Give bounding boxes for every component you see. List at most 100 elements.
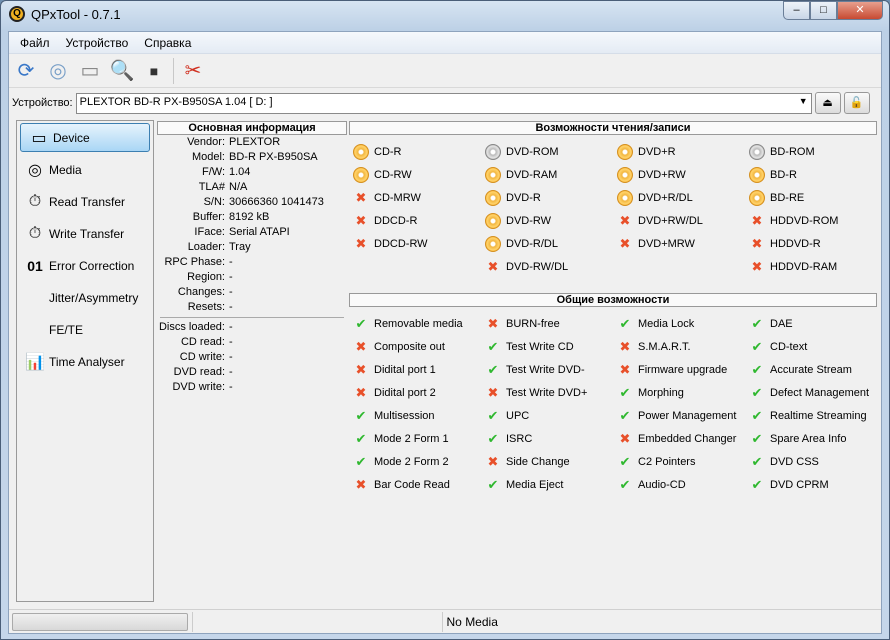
rw-column: BD-ROM BD-R BD-RE ✖ HDDVD-ROM ✖ HDDVD-R ✖ HDDVD-… [749,140,877,290]
general-column: ✔ DAE ✔ CD-text ✔ Accurate Stream ✔ Defect Mana… [749,312,877,496]
status-bar: No Media [9,609,881,633]
general-capability: ✔ DVD CSS [749,450,877,473]
info-key: Buffer: [192,211,225,223]
rw-capability: BD-RE [749,186,877,209]
check-icon: ✔ [751,384,763,400]
general-capability: ✔ Mode 2 Form 2 [353,450,485,473]
capability-label: HDDVD-ROM [770,214,839,227]
drive-icon: ▭ [31,129,47,147]
general-capability: ✔ Audio-CD [617,473,749,496]
sidebar-item-label: Time Analyser [49,355,125,369]
sidebar-item-write-transfer[interactable]: ⏱ Write Transfer [17,218,153,250]
sidebar-item-fe-te[interactable]: FE/TE [17,314,153,346]
capability-label: DAE [770,317,793,330]
info-value: PLEXTOR [229,136,281,148]
check-icon: ✔ [751,476,763,492]
rw-capability: BD-ROM [749,140,877,163]
close-button[interactable]: ✕ [837,1,883,20]
capability-label: Test Write CD [506,340,574,353]
sidebar-item-error-correction[interactable]: 01 Error Correction [17,250,153,282]
capability-label: Mode 2 Form 1 [374,432,449,445]
rw-capability: ✖ HDDVD-R [749,232,877,255]
unsupported-x-icon: ✖ [355,235,367,251]
info-value: Serial ATAPI [229,226,290,238]
lock-button[interactable]: 🔓 [843,92,870,114]
window-title: QPxTool - 0.7.1 [31,6,121,22]
capability-label: DVD-R/DL [506,237,558,250]
general-capability: ✔ Defect Management [749,381,877,404]
check-icon: ✔ [619,407,631,423]
info-value: - [229,381,233,393]
scan-disc-icon[interactable]: 🔍 [109,60,135,82]
menu-device[interactable]: Устройство [65,36,129,50]
sidebar-item-media[interactable]: ◎ Media [17,154,153,186]
sidebar-item-read-transfer[interactable]: ⏱ Read Transfer [17,186,153,218]
capability-label: Didital port 2 [374,386,436,399]
sidebar-item-device[interactable]: ▭ Device [20,123,150,152]
check-icon: ✔ [619,453,631,469]
read-write-disc-icon [617,143,633,160]
rw-capability: ✖ DDCD-R [353,209,485,232]
capability-label: Test Write DVD- [506,363,585,376]
capability-label: Removable media [374,317,463,330]
eject-button[interactable]: ⏏ [814,92,841,114]
minimize-button[interactable]: ‒ [783,1,810,20]
read-write-disc-icon [485,212,501,229]
general-capability: ✔ Mode 2 Form 1 [353,427,485,450]
info-row: CD read: - [157,335,347,350]
rw-capability: DVD+R [617,140,749,163]
unsupported-x-icon: ✖ [487,384,499,400]
general-capability: ✖ Didital port 2 [353,381,485,404]
menu-help[interactable]: Справка [144,36,192,50]
read-write-disc-icon [485,166,501,183]
general-capability: ✔ Removable media [353,312,485,335]
unsupported-x-icon: ✖ [487,453,499,469]
reload-disc-icon[interactable]: ◎ [49,60,67,82]
info-value: - [229,271,233,283]
capability-label: DVD-ROM [506,145,559,158]
stopwatch-fire-icon: ⏱ [28,225,42,242]
device-select[interactable]: PLEXTOR BD-R PX-B950SA 1.04 [ D: ] ▼ [75,92,812,114]
rw-capability: ✖ DDCD-RW [353,232,485,255]
capability-label: DVD CPRM [770,478,829,491]
general-capability: ✔ Power Management [617,404,749,427]
media-status: No Media [441,611,881,632]
rw-capability: BD-R [749,163,877,186]
unlock-icon: 🔓 [849,97,864,109]
rw-capability: ✖ DVD+MRW [617,232,749,255]
general-column: ✔ Media Lock ✖ S.M.A.R.T. ✖ Firmware upgrade ✔… [617,312,749,496]
stop-icon[interactable]: ■ [149,62,159,79]
general-capability: ✔ C2 Pointers [617,450,749,473]
sidebar-item-time-analyser[interactable]: 📊 Time Analyser [17,346,153,378]
info-value: BD-R PX-B950SA [229,151,318,163]
settings-tools-icon[interactable]: ✂ [184,60,202,82]
maximize-button[interactable]: □ [810,1,837,20]
refresh-icon[interactable]: ⟳ [17,60,35,82]
capability-label: Mode 2 Form 2 [374,455,449,468]
info-row: Buffer: 8192 kB [157,210,347,225]
check-icon: ✔ [487,361,499,377]
capability-label: BD-R [770,168,797,181]
basic-info-header: Основная информация [157,121,347,135]
stopwatch-icon: ⏱ [28,193,42,210]
unsupported-x-icon: ✖ [355,189,367,205]
eject-drive-icon[interactable]: ▭ [80,60,100,82]
sidebar-item-jitter-asymmetry[interactable]: Jitter/Asymmetry [17,282,153,314]
check-icon: ✔ [619,315,631,331]
general-capability: ✖ Test Write DVD+ [485,381,617,404]
rw-capability: DVD-R/DL [485,232,617,255]
check-icon: ✔ [355,430,367,446]
rw-capability: ✖ HDDVD-RAM [749,255,877,278]
menu-file[interactable]: Файл [20,36,50,50]
chevron-down-icon: ▼ [798,95,808,106]
info-row: S/N: 30666360 1041473 [157,195,347,210]
general-capabilities-header: Общие возможности [349,293,877,307]
info-key: Vendor: [187,136,225,148]
general-capability: ✔ Test Write DVD- [485,358,617,381]
general-capability: ✔ Multisession [353,404,485,427]
info-key: DVD read: [173,366,225,378]
unsupported-x-icon: ✖ [487,258,499,274]
general-capability: ✖ Bar Code Read [353,473,485,496]
info-key: F/W: [201,166,225,178]
